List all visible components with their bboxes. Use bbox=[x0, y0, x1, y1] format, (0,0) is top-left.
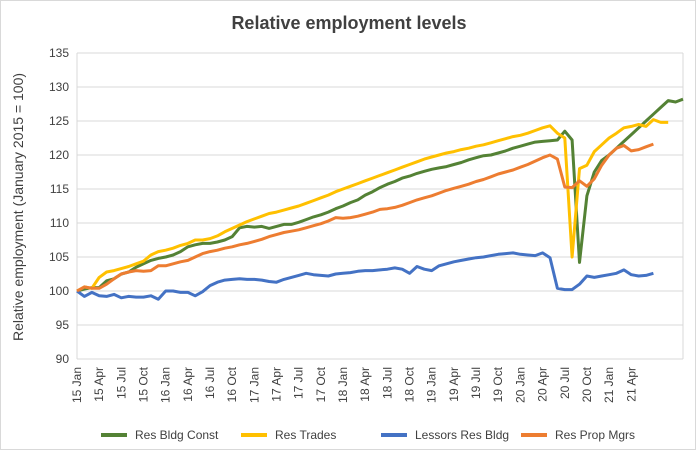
legend-label: Lessors Res Bldg bbox=[415, 428, 510, 442]
x-tick-label: 18 Apr bbox=[358, 367, 372, 402]
x-tick-label: 19 Jan bbox=[425, 367, 439, 403]
x-tick-label: 21 Apr bbox=[624, 367, 638, 402]
y-tick-label: 105 bbox=[49, 250, 69, 264]
x-tick-label: 17 Jul bbox=[292, 367, 306, 399]
x-tick-label: 15 Oct bbox=[137, 366, 151, 402]
y-axis-label: Relative employment (January 2015 = 100) bbox=[10, 73, 26, 341]
x-tick-label: 17 Oct bbox=[314, 366, 328, 402]
y-tick-label: 95 bbox=[56, 318, 70, 332]
x-tick-label: 19 Jul bbox=[469, 367, 483, 399]
legend-swatch bbox=[381, 433, 407, 437]
x-tick-label: 18 Jan bbox=[336, 367, 350, 403]
series-line-res-trades bbox=[76, 118, 669, 293]
y-tick-label: 90 bbox=[56, 352, 70, 366]
x-tick-label: 16 Apr bbox=[181, 367, 195, 402]
x-tick-label: 21 Jan bbox=[602, 367, 616, 403]
x-tick-label: 16 Oct bbox=[225, 366, 239, 402]
series-line-res-bldg-const bbox=[76, 97, 684, 293]
legend-item: Res Prop Mgrs bbox=[521, 425, 635, 445]
legend-item: Lessors Res Bldg bbox=[381, 425, 509, 445]
legend-swatch bbox=[241, 433, 267, 437]
legend-label: Res Bldg Const bbox=[135, 428, 219, 442]
legend: Res Bldg Const Res Trades Lessors Res Bldg… bbox=[1, 425, 696, 445]
y-tick-label: 135 bbox=[49, 46, 69, 60]
series-line-res-prop-mgrs bbox=[76, 142, 654, 293]
y-tick-label: 125 bbox=[49, 114, 69, 128]
x-tick-label: 16 Jul bbox=[203, 367, 217, 399]
legend-label: Res Trades bbox=[275, 428, 337, 442]
legend-swatch bbox=[101, 433, 127, 437]
y-tick-label: 110 bbox=[50, 216, 69, 230]
series-line-lessors-res-bldg bbox=[76, 251, 654, 301]
x-tick-label: 19 Oct bbox=[491, 366, 505, 402]
x-tick-label: 18 Oct bbox=[403, 366, 417, 402]
x-tick-label: 17 Apr bbox=[270, 367, 284, 402]
y-tick-label: 130 bbox=[49, 80, 69, 94]
x-tick-label: 19 Apr bbox=[447, 367, 461, 402]
x-tick-label: 16 Jan bbox=[159, 367, 173, 403]
y-tick-label: 100 bbox=[49, 284, 69, 298]
x-tick-label: 20 Jan bbox=[513, 367, 527, 403]
x-tick-label: 18 Jul bbox=[380, 367, 394, 399]
x-tick-label: 20 Oct bbox=[580, 366, 594, 402]
x-tick-label: 15 Apr bbox=[92, 367, 106, 402]
y-tick-label: 120 bbox=[49, 148, 69, 162]
x-tick-label: 20 Jul bbox=[558, 367, 572, 399]
x-tick-label: 15 Jul bbox=[114, 367, 128, 399]
chart-title: Relative employment levels bbox=[231, 13, 467, 33]
y-tick-label: 115 bbox=[50, 182, 69, 196]
legend-swatch bbox=[521, 433, 547, 437]
legend-item: Res Bldg Const bbox=[101, 425, 218, 445]
x-tick-label: 17 Jan bbox=[247, 367, 261, 403]
legend-item: Res Trades bbox=[241, 425, 336, 445]
legend-label: Res Prop Mgrs bbox=[555, 428, 636, 442]
x-tick-label: 15 Jan bbox=[70, 367, 84, 403]
x-tick-label: 20 Apr bbox=[536, 367, 550, 402]
